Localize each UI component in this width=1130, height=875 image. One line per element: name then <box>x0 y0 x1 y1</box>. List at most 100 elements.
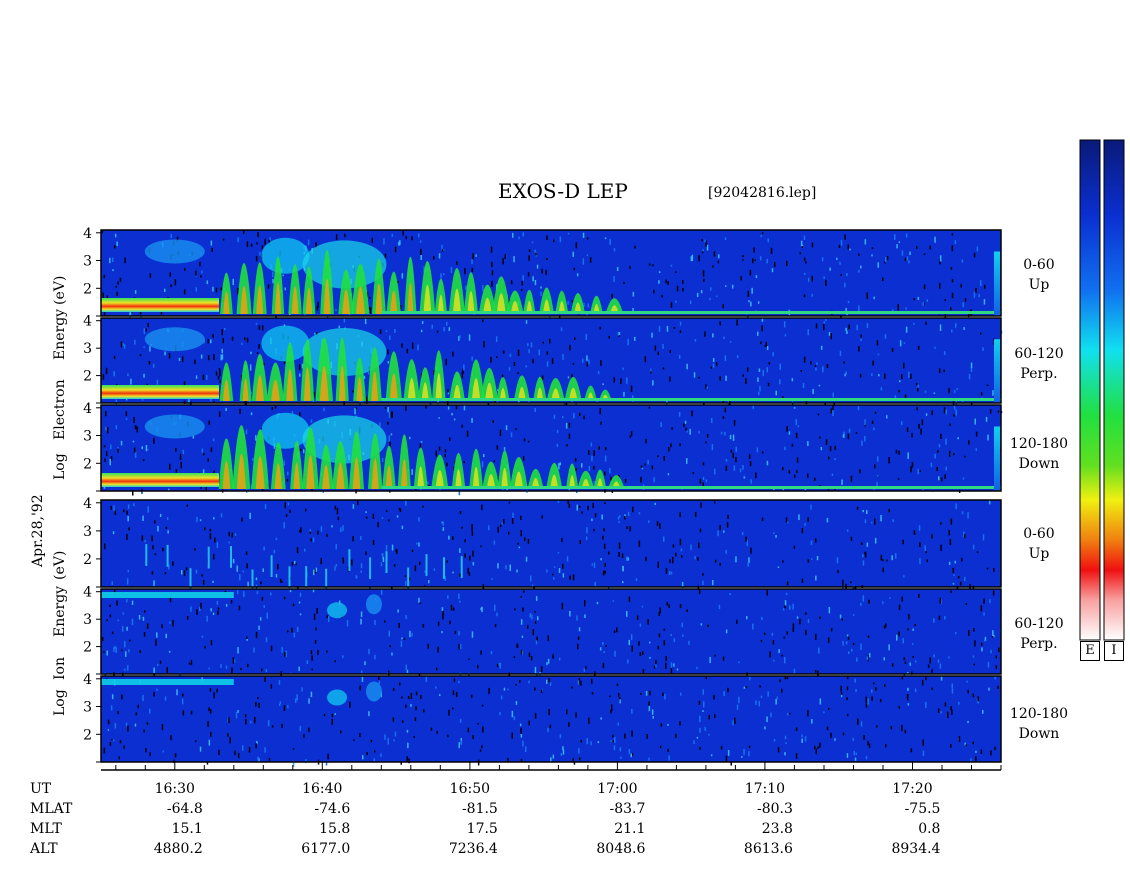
noise-speck <box>898 390 900 393</box>
electron-burst-core <box>472 466 480 489</box>
noise-speck <box>553 566 556 568</box>
noise-speck <box>895 553 897 559</box>
noise-speck <box>417 344 419 351</box>
noise-speck <box>215 287 218 293</box>
noise-speck <box>950 744 952 748</box>
noise-speck <box>109 614 112 618</box>
noise-speck <box>586 737 588 745</box>
noise-speck <box>898 706 900 709</box>
noise-speck <box>622 581 624 584</box>
noise-speck <box>994 746 996 751</box>
noise-speck <box>194 548 196 551</box>
noise-speck <box>245 429 248 435</box>
ephemeris-mlat-value: -80.3 <box>757 801 793 817</box>
noise-speck <box>513 361 516 367</box>
noise-speck <box>874 537 877 544</box>
noise-speck <box>750 479 752 484</box>
noise-speck <box>699 715 701 723</box>
noise-speck <box>807 441 809 447</box>
noise-speck <box>546 361 549 367</box>
noise-speck <box>860 338 862 342</box>
noise-speck <box>121 694 123 700</box>
noise-speck <box>372 539 375 546</box>
noise-speck <box>988 500 991 505</box>
noise-speck <box>819 616 821 619</box>
row-label-mlat: MLAT <box>30 801 73 817</box>
noise-speck <box>983 299 986 305</box>
noise-speck <box>715 362 718 366</box>
noise-speck <box>676 285 679 292</box>
noise-speck <box>307 239 310 246</box>
noise-speck <box>784 446 786 451</box>
noise-speck <box>714 468 716 475</box>
noise-speck <box>846 529 849 532</box>
noise-speck <box>567 301 569 305</box>
noise-speck <box>579 412 581 416</box>
noise-speck <box>651 709 654 715</box>
noise-speck <box>867 635 870 638</box>
noise-speck <box>116 600 118 606</box>
noise-speck <box>752 623 754 630</box>
electron-burst-core <box>323 278 331 314</box>
noise-speck <box>360 563 363 569</box>
noise-speck <box>488 525 490 531</box>
noise-speck <box>267 284 270 289</box>
noise-speck <box>112 257 114 263</box>
noise-speck <box>320 526 323 532</box>
noise-speck <box>295 562 297 566</box>
noise-speck <box>972 544 975 550</box>
noise-speck <box>972 655 975 658</box>
noise-speck <box>848 651 850 655</box>
noise-speck <box>145 445 148 452</box>
noise-speck <box>735 456 737 463</box>
electron-burst-core <box>303 367 311 401</box>
noise-speck <box>819 436 821 439</box>
noise-speck <box>283 522 285 529</box>
noise-speck <box>355 575 358 579</box>
noise-speck <box>196 609 198 615</box>
noise-speck <box>154 520 156 524</box>
noise-speck <box>840 691 843 697</box>
noise-speck <box>774 262 776 267</box>
noise-speck <box>217 376 220 380</box>
noise-speck <box>603 528 605 532</box>
noise-speck <box>758 391 760 396</box>
noise-speck <box>569 611 571 617</box>
noise-speck <box>894 395 897 400</box>
noise-speck <box>202 580 205 585</box>
noise-speck <box>327 753 329 760</box>
noise-speck <box>867 740 869 746</box>
noise-speck <box>998 647 1000 653</box>
noise-speck <box>257 756 259 761</box>
noise-speck <box>244 337 246 341</box>
noise-speck <box>575 467 577 471</box>
noise-speck <box>874 464 876 469</box>
noise-speck <box>447 734 449 738</box>
noise-speck <box>389 645 391 648</box>
ion-blob <box>365 594 382 615</box>
noise-speck <box>789 712 791 715</box>
noise-speck <box>897 304 899 311</box>
noise-speck <box>246 241 249 248</box>
noise-speck <box>520 649 523 655</box>
noise-speck <box>272 278 274 284</box>
noise-speck <box>181 356 184 363</box>
noise-speck <box>694 511 697 517</box>
noise-speck <box>348 313 351 316</box>
noise-speck <box>729 434 732 440</box>
noise-speck <box>108 722 110 725</box>
noise-speck <box>624 479 627 483</box>
noise-speck <box>872 360 874 366</box>
noise-speck <box>782 396 784 400</box>
noise-speck <box>702 710 704 713</box>
noise-speck <box>533 586 535 591</box>
noise-speck <box>216 688 218 693</box>
noise-speck <box>925 413 928 416</box>
noise-speck <box>618 520 620 523</box>
noise-speck <box>504 254 506 260</box>
noise-speck <box>659 745 662 749</box>
noise-speck <box>698 700 701 705</box>
noise-speck <box>388 411 391 418</box>
noise-speck <box>840 685 842 692</box>
noise-speck <box>897 478 900 480</box>
